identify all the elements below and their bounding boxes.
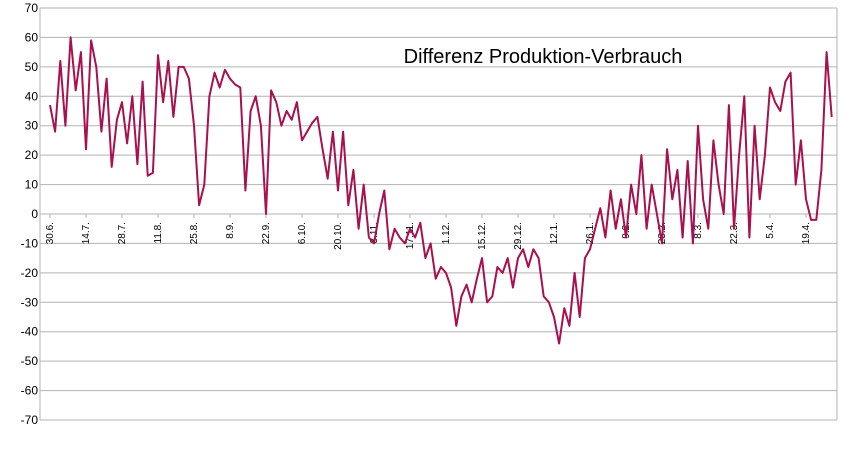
y-tick-label: 60 [25, 30, 39, 44]
y-tick-label: -40 [21, 325, 39, 339]
x-tick-label: 19.4. [801, 222, 812, 244]
y-tick-label: 0 [31, 207, 38, 221]
x-tick-label: 12.1. [549, 222, 560, 244]
x-tick-label: 30.6. [45, 222, 56, 244]
x-tick-label: 26.1. [585, 222, 596, 244]
y-tick-label: -30 [21, 295, 39, 309]
x-tick-label: 15.12. [477, 222, 488, 250]
x-tick-label: 6.10. [297, 222, 308, 244]
data-line [49, 36, 833, 345]
x-tick-label: 22.3. [729, 222, 740, 244]
y-tick-label: -70 [21, 413, 39, 427]
y-tick-label: 30 [25, 119, 39, 133]
y-tick-label: 10 [25, 178, 39, 192]
x-tick-label: 3.11. [369, 222, 380, 244]
y-tick-label: -20 [21, 266, 39, 280]
x-tick-label: 22.9. [261, 222, 272, 244]
x-tick-label: 8.9. [225, 222, 236, 239]
x-tick-label: 17.11. [405, 222, 416, 249]
y-tick-label: 70 [25, 1, 39, 15]
y-tick-label: 50 [25, 60, 39, 74]
x-tick-label: 14.7. [81, 222, 92, 244]
y-tick-label: -10 [21, 236, 39, 250]
x-tick-label: 11.8. [153, 222, 164, 244]
y-tick-label: -60 [21, 384, 39, 398]
y-tick-label: -50 [21, 354, 39, 368]
x-tick-label: 20.10. [333, 222, 344, 250]
x-tick-label: 5.4. [765, 222, 776, 239]
x-tick-label: 25.8. [189, 222, 200, 244]
x-tick-label: 28.7. [117, 222, 128, 244]
y-tick-label: 20 [25, 148, 39, 162]
x-tick-label: 29.12. [513, 222, 524, 250]
y-tick-label: 40 [25, 89, 39, 103]
x-tick-label: 8.3. [693, 222, 704, 239]
chart-title: Differenz Produktion-Verbrauch [404, 46, 683, 68]
x-tick-label: 1.12. [441, 222, 452, 244]
